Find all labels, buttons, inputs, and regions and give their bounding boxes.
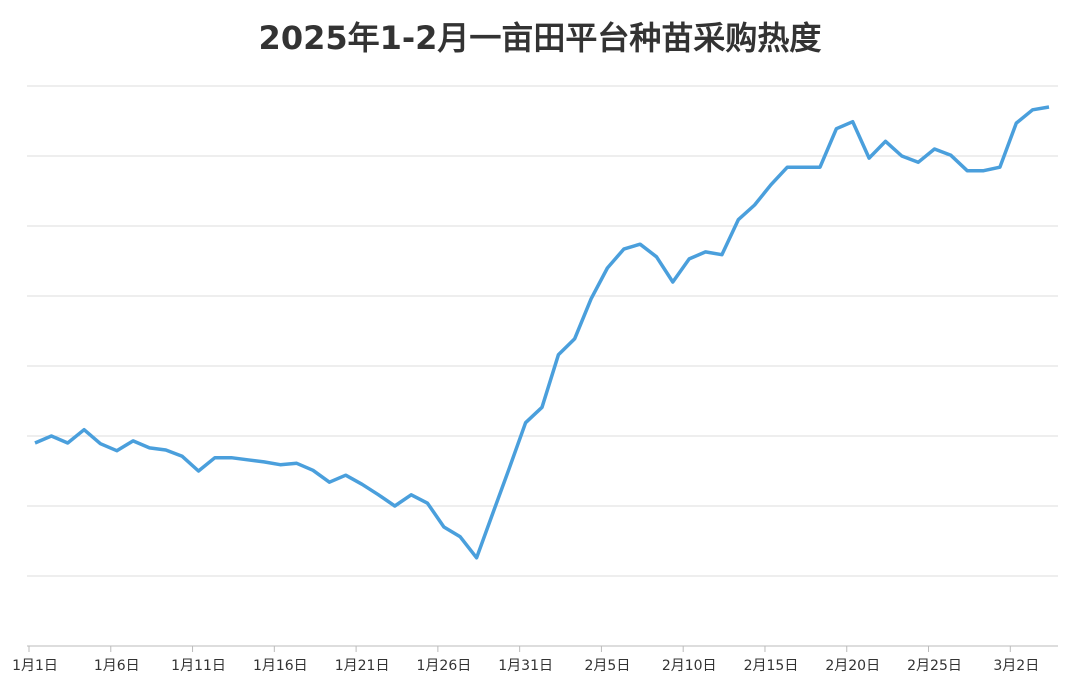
x-tick-label: 1月16日 — [253, 658, 308, 674]
x-tick-label: 1月1日 — [12, 658, 58, 674]
x-tick-label: 2月20日 — [825, 658, 880, 674]
x-tick-label: 1月11日 — [171, 658, 226, 674]
x-tick-label: 1月6日 — [94, 658, 140, 674]
x-tick-label: 2月15日 — [744, 658, 799, 674]
data-line — [34, 105, 1050, 560]
x-tick-label: 2月5日 — [585, 658, 631, 674]
x-tick-label: 1月21日 — [335, 658, 390, 674]
x-tick-label: 2月10日 — [662, 658, 717, 674]
x-tick-label: 3月2日 — [993, 658, 1039, 674]
x-tick-label: 1月31日 — [498, 658, 553, 674]
x-tick-label: 2月25日 — [907, 658, 962, 674]
chart-title: 2025年1-2月一亩田平台种苗采购热度 — [259, 19, 822, 57]
x-tick-label: 1月26日 — [417, 658, 472, 674]
